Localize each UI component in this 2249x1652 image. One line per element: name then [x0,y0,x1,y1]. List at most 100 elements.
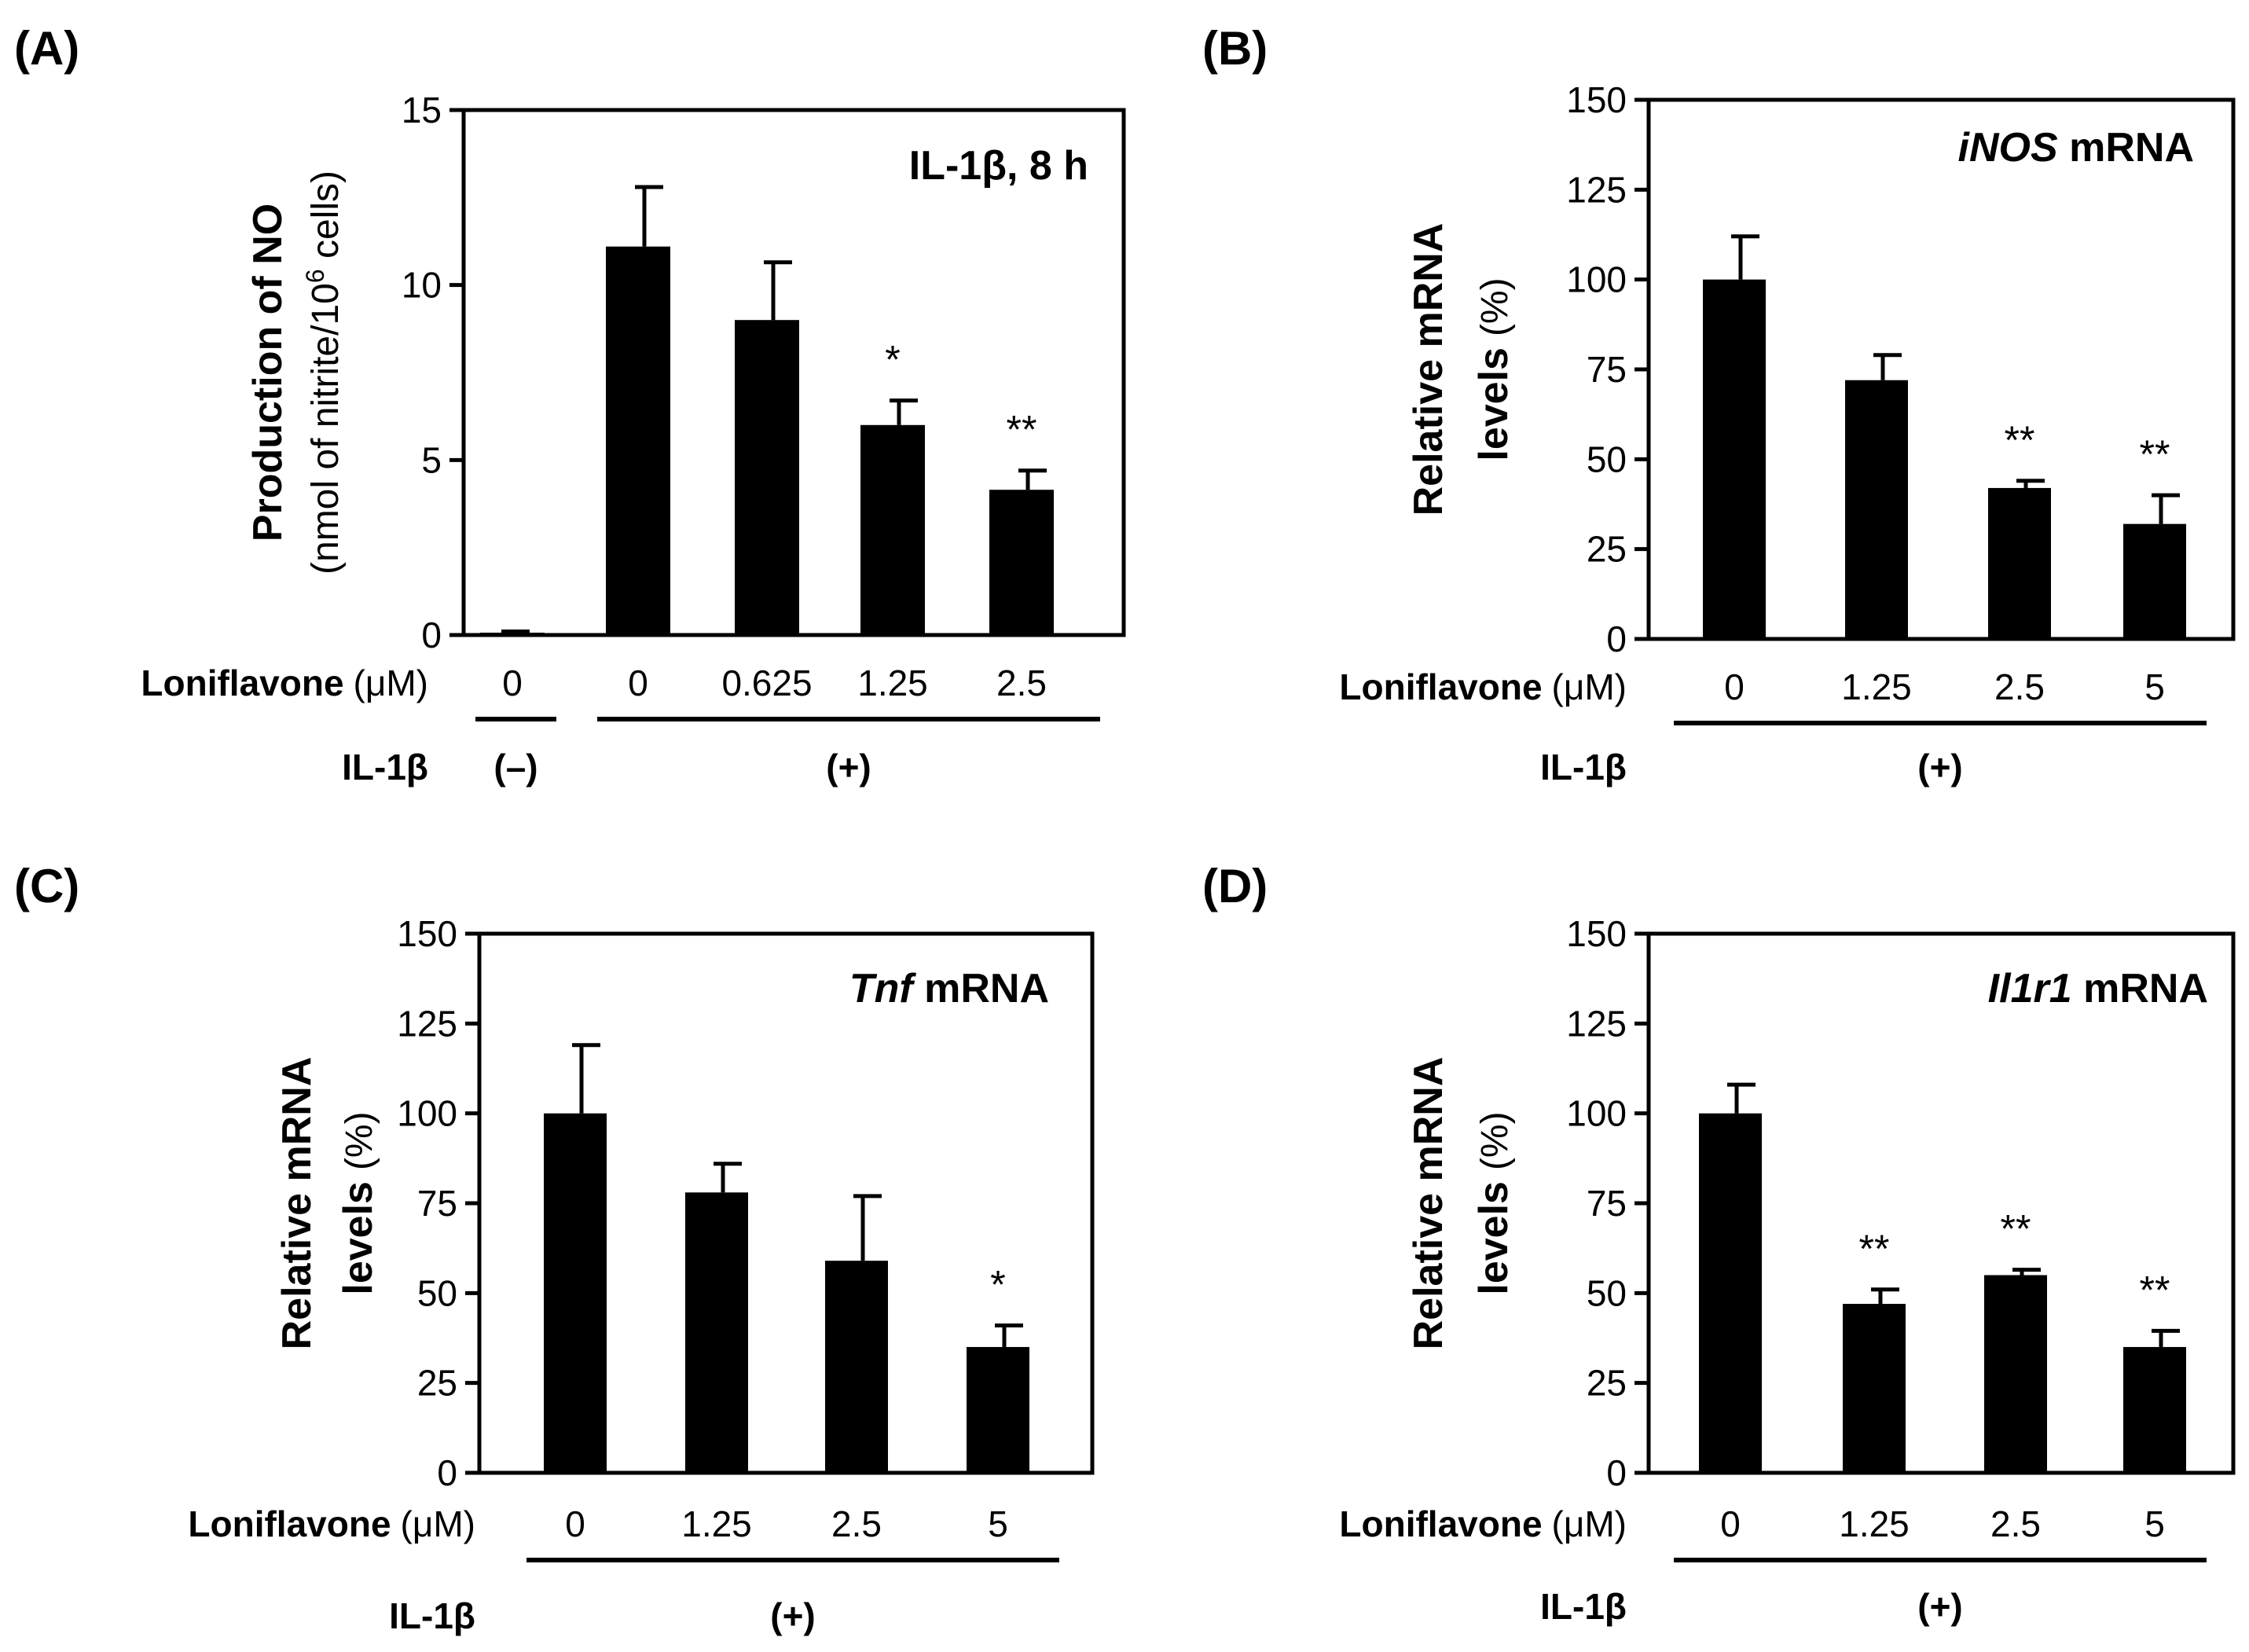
y-tick-label: 0 [1606,1452,1627,1493]
y-axis-label-levels: levels [1471,347,1517,461]
treatment-row-label: IL-1β [342,747,428,787]
bar [1988,487,2051,639]
bar [2123,523,2186,639]
panel-d: (D) 0 25 50 75 100 125 150 0 ** 1.25 ** 2.5 ** 5 Il1r1 … [1202,860,2236,1627]
significance-marker: * [885,338,900,382]
x-row-label-unit: (μM) [401,1503,475,1544]
plot-annotation: IL-1β, 8 h [909,143,1088,189]
y-tick-label: 150 [397,913,457,954]
y-tick-label: 25 [417,1363,457,1404]
bar [606,246,670,635]
group-label: (+) [1917,1586,1963,1627]
annotation-suffix: mRNA [2072,966,2208,1011]
y-axis-label-line2: levels (%) [336,1111,381,1294]
x-row-label-unit: (μM) [1552,666,1627,707]
x-row-label-compound: Loniflavone [1339,1503,1542,1544]
panel-label: (A) [14,22,79,75]
x-category-label: 0 [628,663,648,703]
bar [2123,1346,2186,1473]
bar [735,320,799,635]
y-axis-sublabel-exponent: 6 [301,269,329,283]
y-tick-label: 150 [1566,913,1627,954]
y-axis-label: Production of NO [245,204,291,541]
x-category-label: 5 [988,1503,1008,1544]
group-label: (+) [770,1595,816,1636]
bar [989,490,1054,635]
y-axis-label: Relative mRNA [274,1057,320,1350]
y-tick-label: 100 [1566,1093,1627,1134]
significance-marker: ** [2005,418,2035,462]
gene-name: Il1r1 [1988,966,2072,1011]
y-tick-label: 75 [1587,349,1627,390]
y-axis-label-unit: (%) [339,1111,380,1170]
x-row-label: Loniflavone (μM) [141,663,428,703]
y-tick-label: 0 [1606,619,1627,659]
group-label: (–) [493,747,537,787]
x-category-label: 2.5 [831,1503,882,1544]
y-tick-label: 75 [417,1183,457,1224]
y-tick-label: 125 [1566,1003,1627,1044]
plot-annotation: Tnf mRNA [849,966,1049,1011]
x-category-label: 0 [1720,1503,1741,1544]
x-category-label: 1.25 [1841,666,1912,707]
bar [860,424,925,635]
plot-annotation: iNOS mRNA [1958,125,2194,171]
bar [1845,380,1908,639]
y-tick-label: 25 [1587,529,1627,570]
significance-marker: ** [1007,408,1037,452]
plot-annotation: Il1r1 mRNA [1988,966,2208,1011]
y-axis-sublabel-suffix: cells) [305,171,347,269]
panel-label: (D) [1202,860,1268,912]
y-tick-label: 0 [421,615,442,655]
x-row-label-unit: (μM) [354,663,428,703]
y-tick-label: 25 [1587,1363,1627,1404]
x-category-label: 5 [2144,666,2165,707]
panel-c: (C) 0 25 50 75 100 125 150 0 1.25 2.5 * 5 Tnf mRNA Rel… [14,860,1095,1636]
x-row-label-unit: (μM) [1552,1503,1627,1544]
x-row-label-compound: Loniflavone [1339,666,1542,707]
annotation-suffix: mRNA [2058,125,2194,171]
y-tick-label: 150 [1566,79,1627,120]
y-tick-label: 15 [402,90,442,130]
x-row-label: Loniflavone (μM) [1339,1503,1627,1544]
y-tick-label: 125 [1566,169,1627,210]
x-category-label: 0 [502,663,523,703]
y-axis-label-levels: levels [1471,1181,1517,1295]
bar [1843,1304,1906,1473]
treatment-row-label: IL-1β [1540,1586,1627,1627]
panel-label: (B) [1202,22,1268,75]
y-axis-label-line2: levels (%) [1471,1111,1517,1294]
x-category-label: 0 [565,1503,585,1544]
y-tick-label: 50 [1587,1272,1627,1313]
y-axis-sublabel-prefix: (nmol of nitrite/10 [305,283,347,575]
x-category-label: 2.5 [1994,666,2045,707]
group-label: (+) [826,747,871,787]
x-row-label-compound: Loniflavone [188,1503,391,1544]
y-axis-label-line2: levels (%) [1471,277,1517,461]
y-tick-label: 100 [397,1093,457,1134]
gene-name: Tnf [849,966,917,1011]
group-label: (+) [1917,747,1963,787]
bar [544,1113,607,1473]
y-axis-label-unit: (%) [1474,277,1516,336]
y-tick-label: 125 [397,1003,457,1044]
bar [480,633,545,635]
gene-name: iNOS [1958,125,2058,171]
y-tick-label: 50 [1587,439,1627,479]
treatment-row-label: IL-1β [389,1595,475,1636]
significance-marker: * [990,1262,1005,1306]
y-axis-label: Relative mRNA [1406,223,1451,516]
y-axis-label: Relative mRNA [1406,1057,1451,1350]
x-category-label: 1.25 [1839,1503,1910,1544]
bar [1699,1113,1762,1473]
treatment-row-label: IL-1β [1540,747,1627,787]
panel-label: (C) [14,860,79,912]
bar [967,1346,1029,1473]
y-tick-label: 5 [421,439,442,480]
panel-b: (B) 0 25 50 75 100 125 150 0 1.25 ** 2.5 ** 5 iNOS mRN… [1202,22,2236,787]
x-category-label: 2.5 [1990,1503,2041,1544]
y-axis-sublabel: (nmol of nitrite/106 cells) [301,171,347,575]
x-category-label: 1.25 [681,1503,752,1544]
y-axis-label-unit: (%) [1474,1111,1516,1170]
